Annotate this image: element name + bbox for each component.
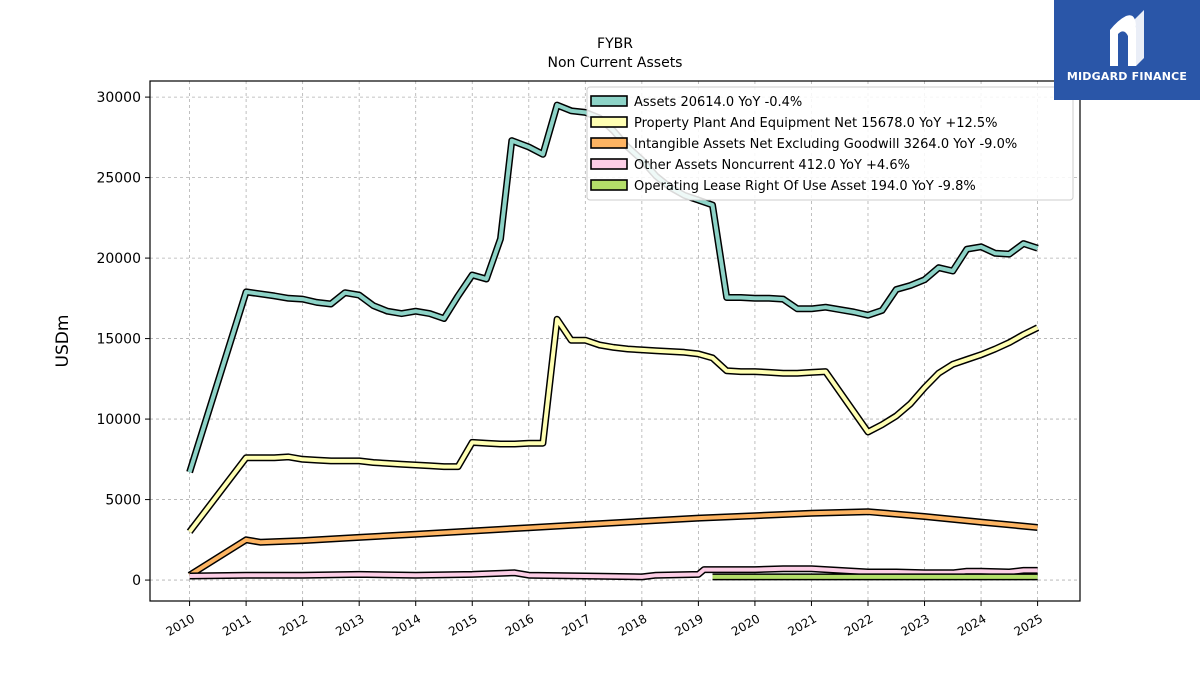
- brand-logo: MIDGARD FINANCE: [1054, 0, 1200, 100]
- chart-subtitle: Non Current Assets: [548, 55, 683, 71]
- x-tick-label-2: 2012: [277, 611, 310, 638]
- y-tick-label-1: 5000: [105, 493, 141, 509]
- legend-label-0: Assets 20614.0 YoY -0.4%: [634, 95, 802, 110]
- y-axis-ticks: 0 5000 10000 15000 20000 25000 30000: [96, 90, 150, 589]
- x-tick-label-1: 2011: [220, 611, 253, 638]
- x-tick-label-4: 2014: [390, 611, 423, 638]
- legend-label-3: Other Assets Noncurrent 412.0 YoY +4.6%: [634, 158, 910, 173]
- legend-swatch-4: [590, 179, 628, 191]
- x-tick-label-9: 2019: [672, 611, 705, 638]
- logo-mark-icon: [1110, 10, 1144, 66]
- series-line-1: [188, 317, 1039, 534]
- y-tick-label-0: 0: [132, 573, 141, 589]
- y-tick-label-2: 10000: [96, 412, 141, 428]
- legend-swatch-3: [590, 158, 628, 170]
- plot-series: [186, 101, 1040, 581]
- x-tick-label-5: 2015: [446, 611, 479, 638]
- legend: Assets 20614.0 YoY -0.4% Property Plant A…: [586, 86, 1074, 201]
- y-tick-label-3: 15000: [96, 332, 141, 348]
- x-axis-ticks: 2010 2011 2012 2013 2014 2015 2016 2017 2018 2019…: [164, 601, 1045, 639]
- x-tick-label-0: 2010: [164, 611, 197, 638]
- y-axis-label: USDm: [53, 315, 73, 368]
- legend-swatch-0: [590, 95, 628, 107]
- legend-label-2: Intangible Assets Net Excluding Goodwill…: [634, 137, 1017, 152]
- x-tick-label-7: 2017: [559, 611, 592, 638]
- y-tick-label-5: 25000: [96, 171, 141, 187]
- legend-box: [586, 86, 1074, 201]
- x-tick-label-13: 2023: [899, 611, 932, 638]
- legend-label-4: Operating Lease Right Of Use Asset 194.0…: [634, 179, 976, 194]
- chart-title: FYBR: [597, 36, 633, 52]
- brand-name: MIDGARD FINANCE: [1066, 70, 1188, 83]
- x-tick-label-8: 2018: [616, 611, 649, 638]
- x-tick-label-3: 2013: [333, 611, 366, 638]
- x-tick-label-6: 2016: [503, 611, 536, 638]
- x-tick-label-11: 2021: [786, 611, 819, 638]
- legend-swatch-2: [590, 137, 628, 149]
- series-line-2: [188, 509, 1038, 577]
- y-tick-label-4: 20000: [96, 251, 141, 267]
- plot-frame: [149, 80, 1081, 602]
- x-tick-label-14: 2024: [955, 611, 988, 638]
- legend-label-1: Property Plant And Equipment Net 15678.0…: [634, 116, 998, 131]
- x-tick-label-10: 2020: [729, 611, 762, 638]
- x-tick-label-15: 2025: [1012, 611, 1045, 638]
- series-line-3: [189, 566, 1038, 579]
- x-tick-label-12: 2022: [842, 611, 875, 638]
- legend-swatch-1: [590, 116, 628, 128]
- y-tick-label-6: 30000: [96, 90, 141, 106]
